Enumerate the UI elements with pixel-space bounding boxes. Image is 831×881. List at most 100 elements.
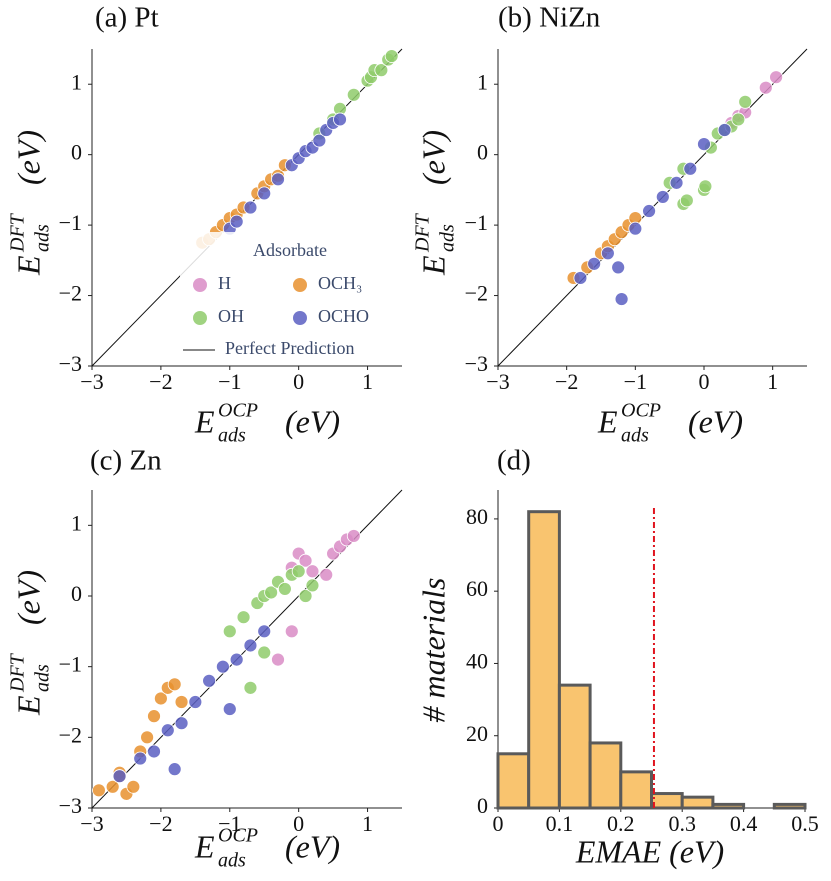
point [264, 585, 279, 600]
x-tick-label: 0.2 [607, 811, 635, 836]
point [614, 292, 629, 306]
point [243, 200, 258, 215]
bar [650, 792, 684, 810]
x-tick-label: −1 [218, 811, 241, 836]
label-base: E [10, 255, 46, 276]
axis-label: E OCP ads (eV) [194, 825, 340, 872]
point [167, 677, 182, 692]
label-sub: ads [218, 850, 246, 872]
y-axis-label: # materials [415, 578, 451, 723]
label-sup: OCP [218, 400, 258, 422]
point [140, 730, 155, 745]
x-tick-label: 0.1 [546, 811, 574, 836]
point [147, 744, 161, 759]
label-unit: (eV) [688, 403, 743, 439]
panel-title: (b) NiZn [498, 2, 601, 34]
y-tick-label: −1 [59, 210, 82, 235]
y-tick-label: 0 [477, 140, 488, 165]
label-sub: ads [218, 425, 246, 447]
label-sub: ads [621, 425, 649, 447]
point [319, 567, 334, 582]
label-unit: (eV) [285, 403, 340, 439]
point [758, 80, 773, 95]
label-sup: OCP [218, 825, 258, 847]
legend-line-label: Perfect Prediction [225, 338, 354, 358]
x-tick-label: 0.4 [730, 811, 758, 836]
point [229, 214, 244, 229]
label-unit: (eV) [285, 828, 340, 864]
legend-marker [293, 278, 307, 292]
y-tick-label: −2 [59, 281, 82, 306]
point [346, 529, 361, 543]
y-tick-label: −3 [59, 793, 82, 818]
point [738, 94, 753, 109]
legend-label: H [218, 273, 231, 293]
bar [588, 741, 623, 810]
point [284, 624, 299, 639]
x-tick-label: −3 [486, 369, 509, 394]
y-tick-label: −3 [465, 351, 488, 376]
point [769, 70, 783, 85]
point [384, 49, 399, 63]
label-base: E [194, 828, 215, 864]
point [202, 673, 217, 688]
point [333, 112, 347, 127]
x-tick-label: 0 [493, 811, 504, 836]
x-tick-label: −3 [80, 369, 103, 394]
y-tick-label: 0 [71, 581, 82, 606]
label-sub: ads [437, 224, 459, 252]
point [112, 769, 127, 784]
y-tick-label: −1 [465, 210, 488, 235]
label-sup: OCP [621, 400, 661, 422]
y-tick-label: −1 [59, 652, 82, 677]
y-tick-label: 0 [477, 793, 488, 818]
x-tick-label: −2 [149, 811, 172, 836]
label-sub: ads [32, 224, 54, 252]
y-tick-label: 20 [466, 721, 488, 746]
label-unit: (eV) [10, 130, 46, 185]
point [174, 695, 189, 709]
point [91, 783, 106, 798]
y-tick-label: 40 [466, 649, 488, 674]
point [257, 645, 272, 660]
point [374, 63, 389, 78]
legend-marker [193, 311, 207, 325]
panel-title: (c) Zn [90, 445, 162, 477]
label-base: E [597, 403, 618, 439]
bar [711, 802, 746, 810]
legend-label: OCHO [318, 306, 369, 326]
y-tick-label: −2 [465, 281, 488, 306]
point [628, 221, 643, 236]
point [698, 179, 713, 194]
legend-box [180, 232, 395, 362]
point [611, 260, 626, 275]
bar [496, 752, 531, 810]
legend-label: OCH₃ [318, 273, 362, 293]
point [236, 610, 251, 625]
axis-label: E OCP ads (eV) [597, 400, 743, 447]
point [683, 161, 698, 176]
y-tick-label: 0 [71, 140, 82, 165]
bar [527, 510, 561, 810]
x-tick-label: −2 [149, 369, 172, 394]
axis-label: E OCP ads (eV) [194, 400, 340, 447]
point [642, 204, 656, 218]
y-tick-label: 80 [466, 504, 488, 529]
point [257, 624, 272, 639]
point [133, 751, 148, 766]
point [717, 123, 732, 137]
label-base: E [415, 255, 451, 276]
label-sup: DFT [7, 212, 29, 253]
bar [557, 683, 592, 810]
point [174, 716, 189, 731]
point [188, 695, 203, 709]
y-tick-label: −3 [59, 351, 82, 376]
point [126, 779, 141, 794]
point [669, 175, 684, 190]
legend-marker [293, 311, 307, 325]
point [243, 638, 258, 653]
